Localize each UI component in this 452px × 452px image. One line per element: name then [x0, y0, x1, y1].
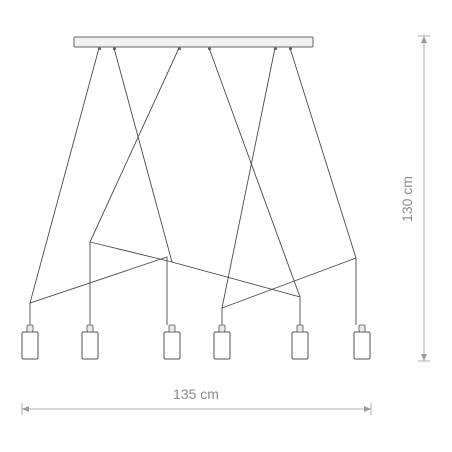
- width-dimension: 135 cm: [21, 386, 372, 415]
- cable-1: [29, 47, 168, 325]
- pendant-shades: [21, 324, 371, 360]
- height-dimension: 130 cm: [399, 35, 430, 362]
- cable-2: [89, 47, 180, 325]
- pendant-shade-1: [21, 324, 39, 360]
- cable-6: [289, 47, 357, 259]
- arrow-up-icon: [421, 36, 427, 43]
- height-label: 130 cm: [399, 176, 415, 222]
- suspension-cables: [29, 47, 357, 325]
- canopy-hook: [274, 47, 277, 50]
- ceiling-canopy: [73, 36, 314, 48]
- canopy-hook: [98, 47, 101, 50]
- pendant-shade-4: [213, 324, 231, 360]
- pendant-shade-3: [163, 324, 181, 360]
- cable-4: [221, 47, 276, 325]
- canopy-hook: [178, 47, 181, 50]
- arrow-right-icon: [364, 406, 371, 412]
- width-label: 135 cm: [173, 386, 219, 402]
- arrow-down-icon: [421, 354, 427, 361]
- pendant-shade-6: [353, 324, 371, 360]
- arrow-left-icon: [22, 406, 29, 412]
- cable-3-cross: [89, 241, 173, 263]
- cable-3: [113, 47, 301, 325]
- pendant-shade-5: [291, 324, 309, 360]
- pendant-shade-2: [81, 324, 99, 360]
- cable-5: [208, 47, 301, 298]
